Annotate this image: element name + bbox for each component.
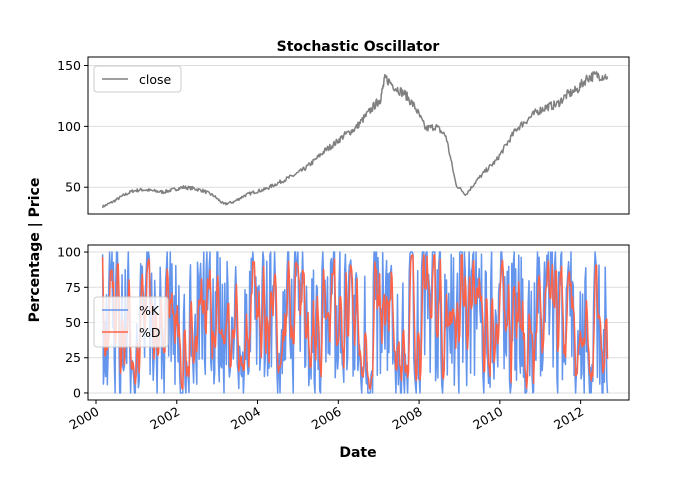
x-tick-label: 2004 [228, 404, 263, 433]
x-tick-label: 2008 [390, 404, 425, 433]
x-tick-label: 2010 [470, 404, 505, 433]
price-plot-frame [87, 56, 630, 215]
oscillator-y-tick-label: 0 [73, 385, 81, 400]
x-tick-label: 2002 [147, 404, 182, 433]
price-lines [101, 71, 609, 209]
x-axis-label: Date [339, 445, 376, 461]
x-tick-label: 2000 [66, 404, 101, 433]
oscillator-y-ticks: 0 25 50 75 100 [57, 245, 88, 400]
oscillator-y-tick-label: 75 [65, 280, 81, 295]
legend-k-label: %K [139, 303, 160, 318]
price-y-ticks: 50 100 150 [57, 58, 88, 195]
oscillator-legend: %K %D [93, 296, 169, 348]
series-close-line [101, 71, 609, 209]
shared-y-axis-label: Percentage | Price [27, 178, 43, 323]
price-y-tick-label: 150 [57, 58, 81, 73]
x-tick-label: 2012 [551, 404, 586, 433]
price-panel: 50 100 150 Stochastic Oscillator close [57, 39, 630, 215]
oscillator-y-tick-label: 25 [65, 350, 81, 365]
price-legend-box [93, 65, 182, 93]
price-legend: close [93, 65, 182, 93]
oscillator-lines [101, 251, 609, 394]
chart-title: Stochastic Oscillator [277, 39, 440, 55]
series-d-line [101, 254, 609, 390]
price-y-tick-label: 100 [57, 119, 81, 134]
oscillator-x-ticks: 2000 2002 2004 2006 2008 2010 2012 [66, 400, 586, 433]
x-tick-label: 2006 [309, 404, 344, 433]
price-y-tick-label: 50 [65, 180, 81, 195]
oscillator-y-tick-label: 50 [65, 315, 81, 330]
oscillator-y-tick-label: 100 [57, 245, 81, 260]
legend-d-label: %D [139, 325, 161, 340]
legend-close-label: close [139, 72, 172, 87]
